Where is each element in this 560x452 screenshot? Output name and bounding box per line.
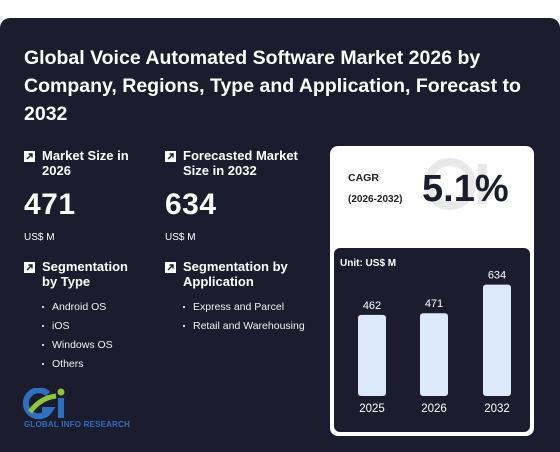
list-item: Others	[42, 355, 142, 374]
cagr-value: 5.1%	[422, 168, 509, 210]
cagr-label: CAGR	[348, 172, 379, 184]
market-size-value: 471	[24, 188, 76, 221]
list-item: Android OS	[42, 298, 142, 317]
list-item: Express and Parcel	[183, 298, 305, 317]
bar-chart: Unit: US$ M 462 2025 471 2026 634 2032	[334, 248, 530, 432]
bar-chart-svg: 462 2025 471 2026 634 2032	[358, 270, 511, 415]
trend-arrow-icon	[165, 262, 176, 273]
forecast-size-unit: US$ M	[165, 232, 196, 243]
segmentation-application: Segmentation by Application Express and …	[165, 259, 305, 336]
bar-2025	[358, 314, 386, 396]
logo-text: GLOBAL INFO RESEARCH	[24, 420, 131, 429]
cagr-years: (2026-2032)	[348, 194, 403, 205]
trend-arrow-icon	[24, 151, 35, 162]
watermark-logo-icon	[424, 158, 487, 210]
type-list: Android OS iOS Windows OS Others	[42, 298, 142, 374]
bar-value-label: 634	[488, 270, 506, 282]
category-label: 2026	[421, 403, 447, 415]
forecast-size-value: 634	[165, 188, 217, 221]
application-list: Express and Parcel Retail and Warehousin…	[183, 298, 305, 336]
trend-arrow-icon	[165, 151, 176, 162]
segmentation-type-label: Segmentation by Type	[42, 259, 128, 289]
infographic-card: Global Voice Automated Software Market 2…	[0, 18, 560, 452]
market-size-unit: US$ M	[24, 232, 55, 243]
segmentation-type: Segmentation by Type Android OS iOS Wind…	[24, 259, 142, 374]
forecast-size-label: Forecasted Market Size in 2032	[183, 148, 298, 178]
global-info-research-logo-icon	[22, 388, 65, 420]
market-size-stat: Market Size in 2026 471 US$ M	[24, 148, 142, 243]
page-title: Global Voice Automated Software Market 2…	[24, 47, 521, 125]
forecast-size-stat: Forecasted Market Size in 2032 634 US$ M	[165, 148, 318, 243]
category-label: 2032	[484, 403, 510, 415]
bar-value-label: 471	[425, 298, 443, 310]
trend-arrow-icon	[24, 262, 35, 273]
bar-2026	[420, 313, 448, 396]
segmentation-application-label: Segmentation by Application	[183, 259, 288, 289]
bar-2032	[483, 284, 511, 396]
category-label: 2025	[359, 403, 385, 415]
list-item: iOS	[42, 317, 142, 336]
list-item: Windows OS	[42, 336, 142, 355]
list-item: Retail and Warehousing	[183, 317, 305, 336]
cagr-panel: CAGR (2026-2032) 5.1% Unit: US$ M 462 202…	[330, 146, 534, 436]
chart-unit-label: Unit: US$ M	[340, 258, 397, 269]
market-size-label: Market Size in 2026	[42, 148, 129, 178]
bar-value-label: 462	[363, 300, 381, 312]
